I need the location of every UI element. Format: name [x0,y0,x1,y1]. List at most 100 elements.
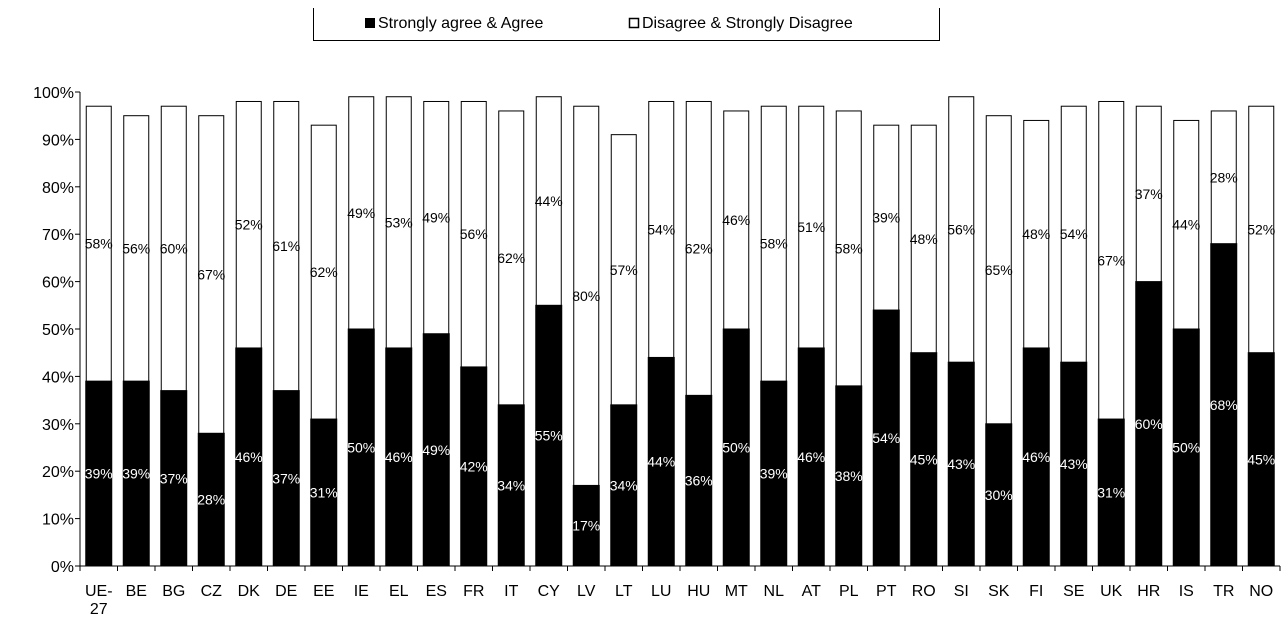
bar-agree [160,390,188,567]
data-label-disagree: 54% [647,221,675,237]
data-label-agree: 43% [1060,456,1088,472]
data-label-agree: 17% [572,518,600,534]
bar-disagree [685,100,712,396]
bar-agree [272,390,300,567]
data-label-agree: 28% [197,492,225,508]
bar-disagree [535,96,562,306]
x-tick-label: IT [504,583,518,600]
legend-label-disagree: Disagree & Strongly Disagree [642,15,853,32]
bar-agree [760,380,788,567]
bar-agree [497,404,525,567]
bar-agree [1097,418,1125,567]
bar-agree [122,380,150,567]
legend-label-agree: Strongly agree & Agree [378,15,544,32]
x-tick-label: NL [764,583,785,600]
data-label-disagree: 67% [197,266,225,282]
data-label-agree: 60% [1135,416,1163,432]
data-label-disagree: 49% [347,205,375,221]
bar-disagree [1023,119,1050,349]
data-label-disagree: 48% [1022,226,1050,242]
y-tick-label: 80% [42,180,74,197]
data-label-disagree: 80% [572,288,600,304]
data-label-disagree: 62% [497,250,525,266]
bar-agree [235,347,263,567]
y-tick-label: 0% [51,559,74,576]
bar-disagree [760,105,787,382]
bar-disagree [498,110,525,406]
x-tick-label: CY [538,583,561,600]
data-label-disagree: 28% [1210,169,1238,185]
data-label-agree: 46% [385,449,413,465]
data-label-disagree: 44% [1172,217,1200,233]
data-label-agree: 34% [497,477,525,493]
data-label-agree: 34% [610,477,638,493]
bar-disagree [798,105,825,349]
data-label-agree: 45% [1247,451,1275,467]
data-label-agree: 31% [310,485,338,501]
data-label-disagree: 57% [610,262,638,278]
data-label-agree: 45% [910,451,938,467]
bar-agree [910,352,938,567]
y-tick-label: 10% [42,512,74,529]
bar-disagree [985,115,1012,425]
bar-agree [610,404,638,567]
data-label-agree: 39% [760,466,788,482]
bar-agree [1135,281,1163,567]
bar-agree [947,361,975,567]
y-axis: 0% 10% 20% 30% 40% 50% 60% 70% 80% 90% 100% [33,85,81,576]
x-tick-label: FR [463,583,484,600]
y-tick-label: 50% [42,322,74,339]
data-label-agree: 31% [1097,485,1125,501]
legend-frame [313,8,940,41]
x-tick-label: UE-27 [85,583,113,618]
data-label-agree: 50% [347,440,375,456]
data-label-disagree: 37% [1135,186,1163,202]
bar-disagree [910,124,937,354]
bar-disagree [1135,105,1162,283]
x-tick-label: EL [389,583,409,600]
data-label-disagree: 51% [797,219,825,235]
bar-disagree [85,105,112,382]
data-label-agree: 46% [1022,449,1050,465]
data-label-disagree: 61% [272,238,300,254]
data-label-agree: 44% [647,454,675,470]
x-tick-label: PT [876,583,897,600]
data-label-disagree: 44% [535,193,563,209]
y-tick-label: 90% [42,132,74,149]
bar-agree [835,385,863,567]
x-tick-label: FI [1029,583,1043,600]
bar-disagree [948,96,975,363]
bar-disagree [123,115,150,382]
bar-disagree [348,96,375,330]
data-label-agree: 38% [835,468,863,484]
x-tick-label: IE [354,583,369,600]
bar-disagree [610,134,637,406]
y-tick-label: 40% [42,369,74,386]
y-tick-label: 60% [42,275,74,292]
bar-disagree [160,105,187,392]
bar-agree [422,333,450,567]
y-tick-label: 70% [42,227,74,244]
data-label-disagree: 56% [460,226,488,242]
bar-disagree [235,100,262,349]
data-label-disagree: 56% [122,240,150,256]
bar-agree [85,380,113,567]
bars: 39% 58% 39% 56% 37% 60% 28% 67% 46% 52% 37% 61% 31% 6… [85,96,1275,567]
bar-agree [685,394,713,567]
bar-disagree [1210,110,1237,245]
bar-agree [385,347,413,567]
bar-disagree [385,96,412,349]
legend: Strongly agree & Agree Disagree & Strong… [313,8,940,41]
data-label-agree: 30% [985,487,1013,503]
data-label-disagree: 39% [872,210,900,226]
data-label-disagree: 62% [310,264,338,280]
data-label-disagree: 54% [1060,226,1088,242]
bar-agree [1060,361,1088,567]
data-label-agree: 49% [422,442,450,458]
x-tick-label: CZ [201,583,223,600]
data-label-agree: 68% [1210,397,1238,413]
y-tick-label: 30% [42,417,74,434]
bar-disagree [460,100,487,368]
bar-agree [1210,243,1238,567]
